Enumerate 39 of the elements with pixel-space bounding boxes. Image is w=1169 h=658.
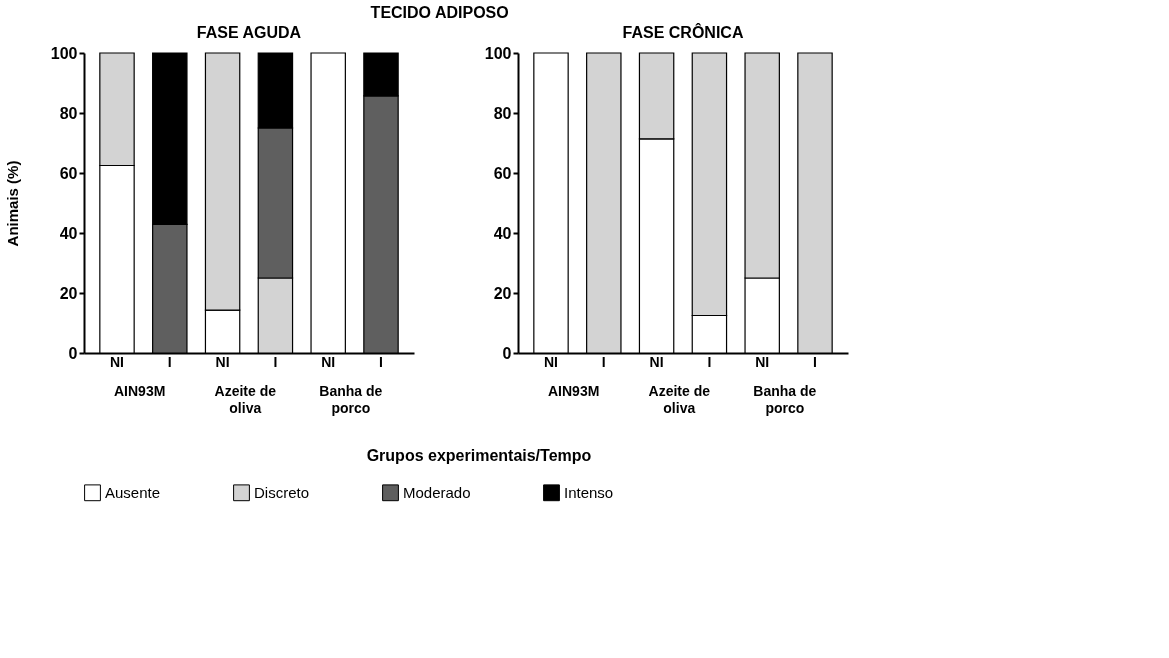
legend-label: Discreto — [254, 483, 310, 501]
legend-label: Intenso — [564, 483, 614, 501]
x-tick-label: NI — [544, 353, 558, 370]
y-tick-label: 100 — [484, 44, 512, 62]
y-tick-label: 80 — [493, 104, 512, 122]
text: TECIDO ADIPOSO — [370, 4, 509, 21]
x-tick-label: I — [167, 353, 172, 370]
x-tick-label: NI — [321, 353, 336, 370]
text: AIN93M — [547, 383, 600, 399]
y-tick-label: 20 — [493, 284, 512, 302]
y-tick-label: 20 — [59, 284, 78, 302]
y-tick-label: 100 — [50, 44, 78, 62]
y-tick-label: 0 — [68, 344, 78, 362]
legend-label: Moderado — [403, 483, 471, 501]
text: AIN93M — [113, 383, 166, 399]
x-tick-label: I — [379, 353, 383, 370]
x-tick-label: NI — [215, 353, 230, 370]
y-tick-label: 0 — [502, 344, 512, 362]
y-tick-label: 40 — [59, 224, 78, 242]
text: Banha de porco — [753, 383, 817, 416]
chart-title: FASE AGUDA — [196, 24, 302, 41]
chart-title: FASE CRÔNICA — [622, 23, 744, 41]
x-tick-label: I — [273, 353, 278, 370]
text: Azeite de oliva — [214, 383, 277, 416]
x-tick-label: I — [707, 353, 712, 370]
y-tick-label: 60 — [493, 164, 512, 182]
text: Azeite de oliva — [648, 383, 711, 416]
x-tick-label: I — [601, 353, 606, 370]
x-tick-label: NI — [110, 353, 124, 370]
x-tick-label: NI — [755, 353, 770, 370]
y-tick-label: 60 — [59, 164, 78, 182]
y-tick-label: 40 — [493, 224, 512, 242]
y-axis-title: Animais (%) — [3, 160, 21, 247]
text: Banha de porco — [319, 383, 383, 416]
y-tick-label: 80 — [59, 104, 78, 122]
x-tick-label: NI — [649, 353, 664, 370]
x-tick-label: I — [813, 353, 817, 370]
legend-label: Ausente — [105, 483, 161, 501]
x-axis-title: Grupos experimentais/Tempo — [366, 447, 592, 464]
